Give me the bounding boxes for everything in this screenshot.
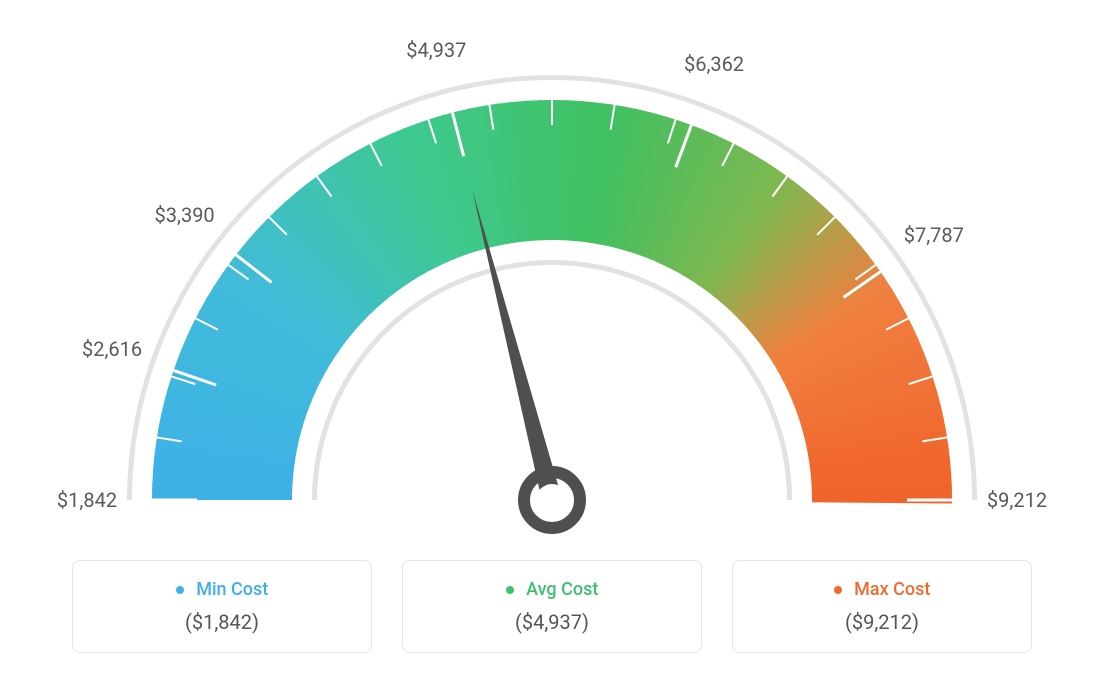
dot-icon (176, 586, 184, 594)
legend-card-max: Max Cost ($9,212) (732, 560, 1032, 653)
legend-row: Min Cost ($1,842) Avg Cost ($4,937) Max … (40, 560, 1064, 653)
legend-card-avg: Avg Cost ($4,937) (402, 560, 702, 653)
dot-icon (834, 586, 842, 594)
legend-label: Avg Cost (526, 579, 598, 600)
needle-hub-hole (536, 484, 568, 516)
legend-title-avg: Avg Cost (413, 579, 691, 600)
tick-label: $3,390 (155, 203, 215, 227)
tick-label: $9,212 (987, 488, 1047, 512)
dot-icon (506, 586, 514, 594)
legend-value-min: ($1,842) (83, 610, 361, 634)
tick-label: $6,362 (684, 52, 744, 76)
legend-card-min: Min Cost ($1,842) (72, 560, 372, 653)
legend-title-max: Max Cost (743, 579, 1021, 600)
tick-label: $4,937 (406, 38, 466, 62)
legend-label: Min Cost (196, 579, 268, 600)
legend-title-min: Min Cost (83, 579, 361, 600)
tick-label: $1,842 (57, 488, 117, 512)
tick-label: $7,787 (904, 223, 964, 247)
legend-label: Max Cost (854, 579, 930, 600)
tick-label: $2,616 (82, 337, 142, 361)
gauge-svg (40, 20, 1064, 550)
cost-gauge: $1,842 $2,616 $3,390 $4,937 $6,362 $7,787 $9,2… (40, 20, 1064, 550)
gauge-arc (152, 100, 952, 503)
legend-value-avg: ($4,937) (413, 610, 691, 634)
legend-value-max: ($9,212) (743, 610, 1021, 634)
